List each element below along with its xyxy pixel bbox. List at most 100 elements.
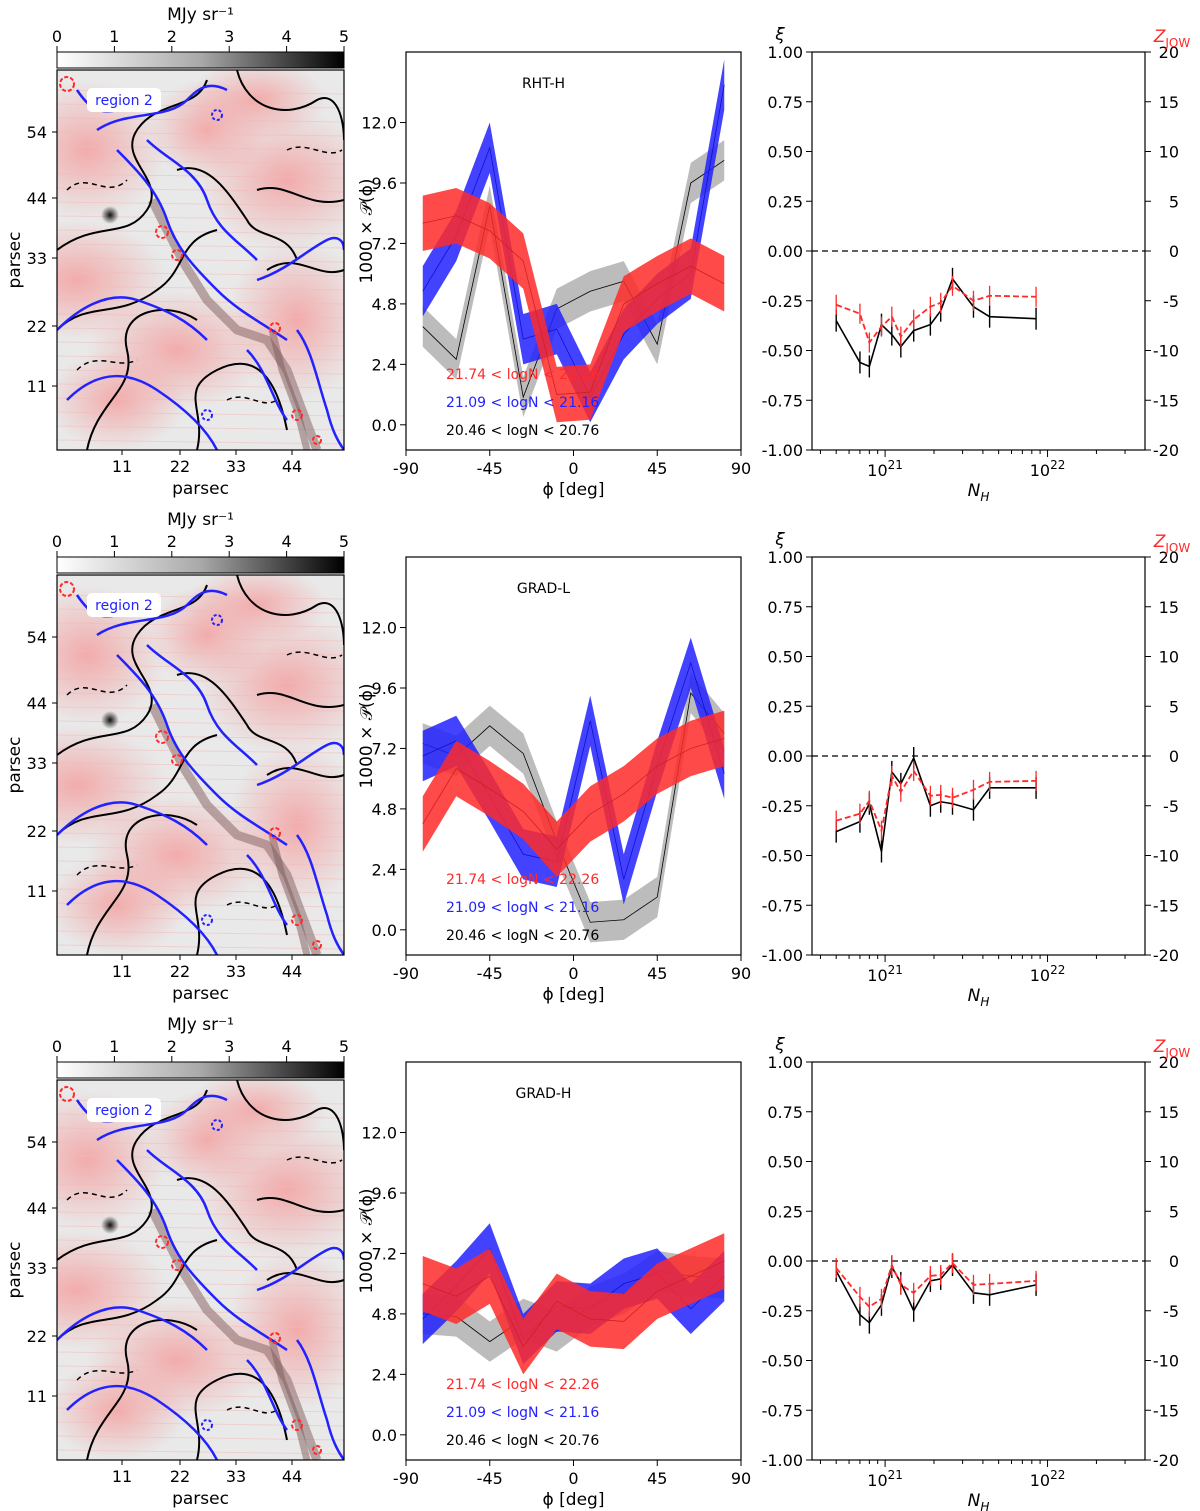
y2-tick-label: -5: [1163, 797, 1179, 816]
map-ytick-label: 22: [27, 1327, 47, 1346]
band-blue: [422, 59, 725, 423]
contour-blue: [256, 236, 344, 282]
texture-streak: [57, 439, 344, 445]
colorbar: [56, 1061, 345, 1079]
contour-red: [291, 409, 303, 421]
map-ytick-label: 22: [27, 317, 47, 336]
y-tick-label: -1.00: [762, 441, 803, 460]
band-red: [422, 188, 725, 423]
contour-blue: [295, 1339, 344, 1460]
colorbar-tick-label: 5: [339, 1037, 349, 1056]
contour-black-dashed: [66, 1189, 128, 1201]
contour-black: [57, 229, 218, 331]
texture-streak: [57, 678, 344, 684]
texture-streak: [57, 664, 344, 670]
band-gray: [422, 672, 725, 943]
colorbar-tick-label: 4: [282, 1037, 292, 1056]
map-ytick-label: 54: [27, 1133, 47, 1152]
contour-blue: [66, 1384, 219, 1460]
y-axis-label: 1000 × 𝒫(ϕ): [357, 178, 377, 283]
texture-streak: [57, 187, 344, 193]
contour-blue: [116, 1159, 288, 1352]
colorbar-tick-label: 1: [109, 1037, 119, 1056]
y2-axis-label: ZJOW: [1153, 532, 1191, 555]
y-tick-label: 9.6: [372, 174, 397, 193]
contour-red: [291, 1419, 303, 1431]
x-tick-label: 1022: [1030, 458, 1066, 480]
x-axis-label: NH: [968, 481, 990, 504]
y-tick-label: -0.75: [762, 391, 803, 410]
y-tick-label: 0.00: [767, 1252, 803, 1271]
texture-streak: [57, 257, 344, 263]
contour-blue: [246, 1359, 289, 1431]
line-gray: [422, 692, 725, 923]
contour-red: [269, 827, 281, 839]
y-tick-label: 0.75: [767, 93, 803, 112]
y2-tick-label: 15: [1159, 1103, 1179, 1122]
map-xtick-label: 44: [282, 962, 302, 981]
map-ytick-label: 44: [27, 1199, 47, 1218]
y-tick-label: -0.75: [762, 896, 803, 915]
filament-ridge: [268, 1339, 311, 1460]
contour-blue: [116, 149, 288, 342]
emission-patch: [57, 350, 187, 450]
texture-streak: [57, 1267, 344, 1273]
x-tick-label: 1022: [1030, 1468, 1066, 1490]
texture-streak: [57, 201, 344, 207]
y-tick-label: -0.50: [762, 847, 803, 866]
y2-tick-label: 10: [1159, 1153, 1179, 1172]
y2-tick-label: 5: [1169, 697, 1179, 716]
contour-black-dashed: [286, 1156, 343, 1164]
texture-streak: [57, 1141, 344, 1147]
map-content: [57, 575, 344, 955]
map-ylabel: parsec: [5, 232, 25, 289]
y-tick-label: 1.00: [767, 548, 803, 567]
map-xlabel: parsec: [172, 984, 229, 1004]
map-panel-3: MJy sr⁻¹ 0 1 2 3 4 5 region 2 11 22 33 44 54 44 33 22 11…: [5, 1015, 349, 1509]
colorbar-tick-label: 2: [167, 27, 177, 46]
x-tick-label: 90: [731, 459, 751, 478]
contour-red: [59, 76, 75, 92]
colorbar: [56, 556, 345, 574]
colorbar-tick-label: 4: [282, 532, 292, 551]
x-axis-label: NH: [968, 1491, 990, 1511]
map-panel-2: MJy sr⁻¹ 0 1 2 3 4 5 region 2 11 22 33 44 54 44 33 22 11…: [5, 510, 349, 1004]
y2-tick-label: 15: [1159, 598, 1179, 617]
y-tick-label: 9.6: [372, 1184, 397, 1203]
map-image: region 2: [56, 69, 345, 451]
contour-black: [236, 575, 344, 646]
legend-entry: 21.09 < logN < 21.16: [446, 395, 599, 411]
panel-title: GRAD-H: [516, 1086, 572, 1102]
y-axis-label: ξ: [774, 1035, 785, 1055]
colorbar-tick-label: 4: [282, 27, 292, 46]
contour-blue: [116, 654, 288, 847]
contour-black: [194, 362, 288, 450]
y-tick-label: 9.6: [372, 679, 397, 698]
y-tick-label: 7.2: [372, 234, 397, 253]
map-frame: [56, 574, 345, 956]
x-axis-label: ϕ [deg]: [543, 985, 605, 1005]
contour-red: [59, 1086, 75, 1102]
contour-blue: [146, 1149, 258, 1271]
legend-entry: 21.74 < logN < 22.26: [446, 872, 599, 888]
contour-black: [236, 70, 344, 141]
contour-black: [57, 79, 208, 251]
map-ylabel: parsec: [5, 737, 25, 794]
contour-black-dashed: [66, 684, 128, 696]
y-tick-label: 4.8: [372, 1305, 397, 1324]
y-tick-label: 12.0: [361, 619, 397, 638]
y2-tick-label: -15: [1153, 896, 1179, 915]
map-xtick-label: 22: [170, 457, 190, 476]
y2-tick-label: 0: [1169, 747, 1179, 766]
y-tick-label: 1.00: [767, 1053, 803, 1072]
x-axis-label: ϕ [deg]: [543, 480, 605, 500]
x-tick-label: 45: [647, 459, 667, 478]
y-tick-label: 0.75: [767, 1103, 803, 1122]
texture-streak: [57, 860, 344, 866]
texture-streak: [57, 874, 344, 880]
texture-streak: [57, 1127, 344, 1133]
contour-blue-dashed: [211, 614, 223, 626]
emission-patch: [57, 855, 187, 955]
contour-blue-dashed: [211, 109, 223, 121]
